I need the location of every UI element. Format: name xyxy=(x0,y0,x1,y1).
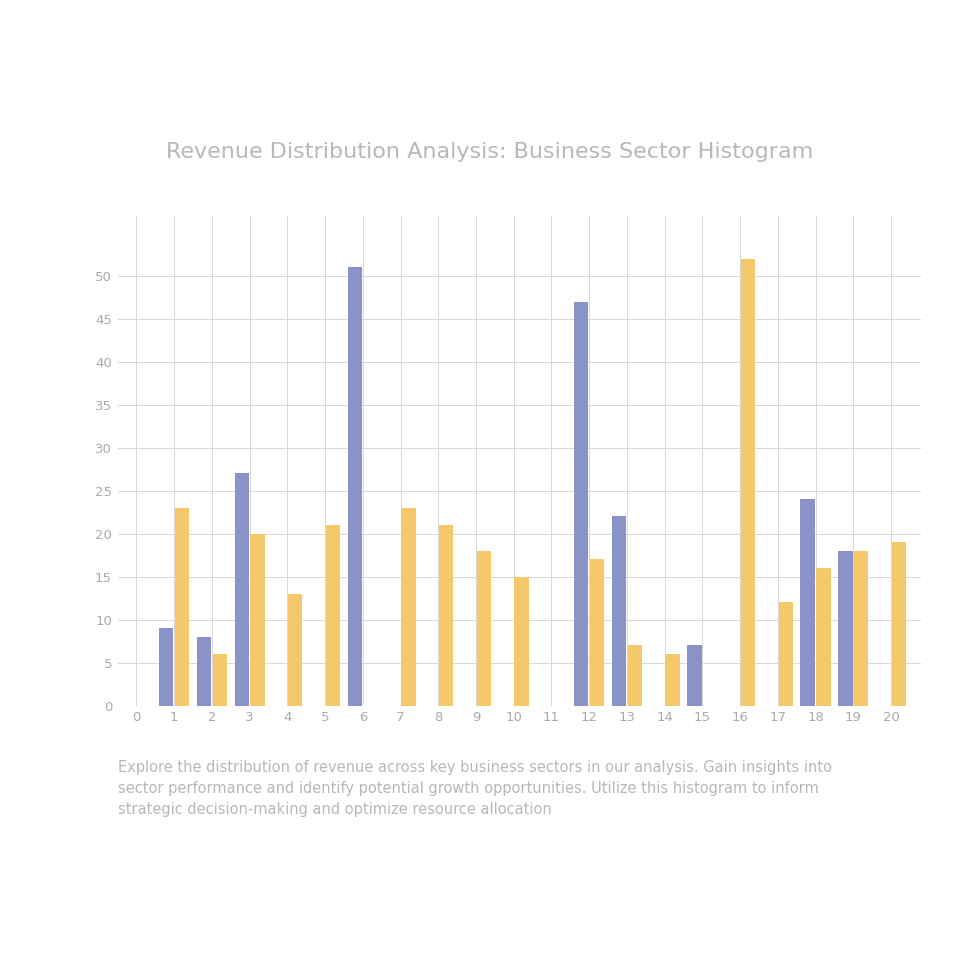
Bar xyxy=(612,516,626,706)
Bar xyxy=(288,594,303,706)
Bar xyxy=(251,534,265,706)
Bar xyxy=(816,568,831,706)
Bar xyxy=(175,508,189,706)
Bar xyxy=(854,551,868,706)
Bar xyxy=(778,603,793,706)
Bar xyxy=(514,576,529,706)
Bar xyxy=(574,302,588,706)
Text: Explore the distribution of revenue across key business sectors in our analysis.: Explore the distribution of revenue acro… xyxy=(118,760,832,816)
Bar xyxy=(590,560,605,706)
Bar xyxy=(627,646,642,706)
Bar xyxy=(326,525,340,706)
Bar xyxy=(801,499,814,706)
Text: Revenue Distribution Analysis: Business Sector Histogram: Revenue Distribution Analysis: Business … xyxy=(167,142,813,162)
Bar xyxy=(741,259,756,706)
Bar xyxy=(197,637,211,706)
Bar xyxy=(159,628,173,706)
Bar xyxy=(348,268,362,706)
Bar xyxy=(687,646,702,706)
Bar xyxy=(838,551,853,706)
Bar xyxy=(665,654,680,706)
Bar xyxy=(402,508,416,706)
Bar xyxy=(234,473,249,706)
Bar xyxy=(213,654,227,706)
Bar xyxy=(439,525,454,706)
Bar xyxy=(892,542,907,706)
Bar xyxy=(476,551,491,706)
